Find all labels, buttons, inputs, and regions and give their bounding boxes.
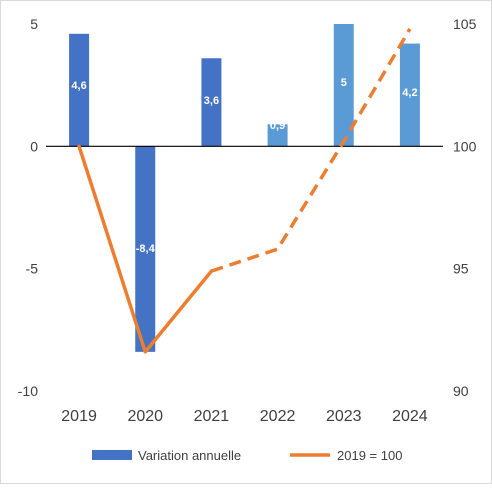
data-label-2021: 3,6 xyxy=(204,95,219,107)
category-label: 2019 xyxy=(61,408,97,425)
right-axis-tick: 100 xyxy=(453,138,477,154)
category-label: 2024 xyxy=(392,408,428,425)
category-label: 2023 xyxy=(326,408,362,425)
right-axis-tick: 90 xyxy=(453,383,469,399)
right-axis-tick: 95 xyxy=(453,261,469,277)
category-label: 2020 xyxy=(127,408,163,425)
left-axis-tick: 0 xyxy=(30,138,38,154)
data-label-2019: 4,6 xyxy=(71,80,86,92)
data-label-2022: 0,9 xyxy=(270,120,285,132)
left-axis-tick: 5 xyxy=(30,16,38,32)
right-axis-tick: 105 xyxy=(453,16,477,32)
legend-bar-label: Variation annuelle xyxy=(138,448,241,463)
legend-bar-swatch xyxy=(92,450,132,460)
left-axis-tick: -10 xyxy=(18,383,38,399)
index-line-dashed xyxy=(211,29,409,271)
category-label: 2022 xyxy=(260,408,296,425)
legend-line-label: 2019 = 100 xyxy=(337,448,402,463)
data-label-2023: 5 xyxy=(341,77,347,89)
data-label-2024: 4,2 xyxy=(402,87,417,99)
category-label: 2021 xyxy=(194,408,230,425)
data-label-2020: -8,4 xyxy=(136,243,156,255)
left-axis-tick: -5 xyxy=(26,261,39,277)
